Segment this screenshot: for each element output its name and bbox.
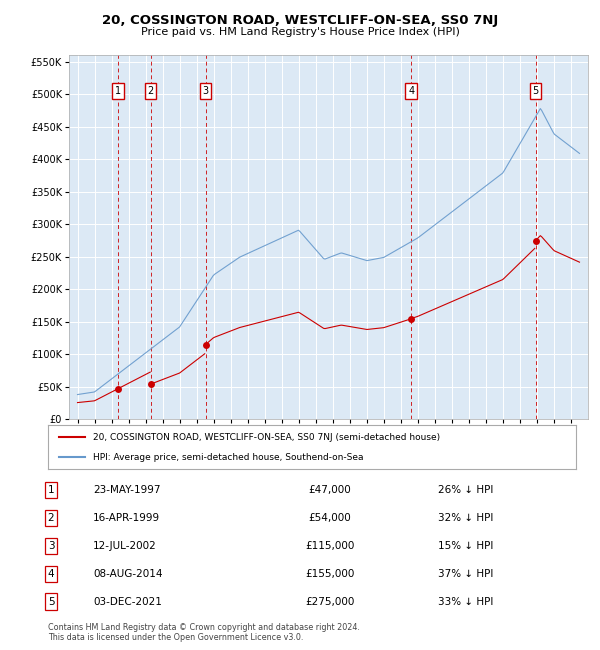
Text: £47,000: £47,000 (308, 485, 352, 495)
Text: 3: 3 (47, 541, 55, 551)
Text: 4: 4 (47, 569, 55, 578)
Text: 20, COSSINGTON ROAD, WESTCLIFF-ON-SEA, SS0 7NJ: 20, COSSINGTON ROAD, WESTCLIFF-ON-SEA, S… (102, 14, 498, 27)
Text: 5: 5 (532, 86, 539, 96)
Text: 32% ↓ HPI: 32% ↓ HPI (438, 513, 493, 523)
Text: 08-AUG-2014: 08-AUG-2014 (93, 569, 163, 578)
Text: Price paid vs. HM Land Registry's House Price Index (HPI): Price paid vs. HM Land Registry's House … (140, 27, 460, 37)
Text: 2: 2 (148, 86, 154, 96)
Text: £155,000: £155,000 (305, 569, 355, 578)
Text: HPI: Average price, semi-detached house, Southend-on-Sea: HPI: Average price, semi-detached house,… (93, 453, 364, 462)
Text: 20, COSSINGTON ROAD, WESTCLIFF-ON-SEA, SS0 7NJ (semi-detached house): 20, COSSINGTON ROAD, WESTCLIFF-ON-SEA, S… (93, 432, 440, 441)
Text: 16-APR-1999: 16-APR-1999 (93, 513, 160, 523)
Text: 26% ↓ HPI: 26% ↓ HPI (438, 485, 493, 495)
Point (201, 339, 211, 350)
Text: 15% ↓ HPI: 15% ↓ HPI (438, 541, 493, 551)
Text: £275,000: £275,000 (305, 597, 355, 606)
Text: 33% ↓ HPI: 33% ↓ HPI (438, 597, 493, 606)
Text: £54,000: £54,000 (308, 513, 352, 523)
Text: 4: 4 (408, 86, 414, 96)
Text: Contains HM Land Registry data © Crown copyright and database right 2024.
This d: Contains HM Land Registry data © Crown c… (48, 623, 360, 642)
Point (146, 379, 155, 389)
Text: 3: 3 (203, 86, 209, 96)
Text: 23-MAY-1997: 23-MAY-1997 (93, 485, 161, 495)
Text: 12-JUL-2002: 12-JUL-2002 (93, 541, 157, 551)
Text: 1: 1 (115, 86, 121, 96)
Text: 1: 1 (47, 485, 55, 495)
Text: 5: 5 (47, 597, 55, 606)
Point (406, 313, 416, 324)
Text: 37% ↓ HPI: 37% ↓ HPI (438, 569, 493, 578)
Text: £115,000: £115,000 (305, 541, 355, 551)
Text: 2: 2 (47, 513, 55, 523)
Point (113, 384, 123, 394)
Text: 03-DEC-2021: 03-DEC-2021 (93, 597, 162, 606)
Point (531, 235, 541, 246)
